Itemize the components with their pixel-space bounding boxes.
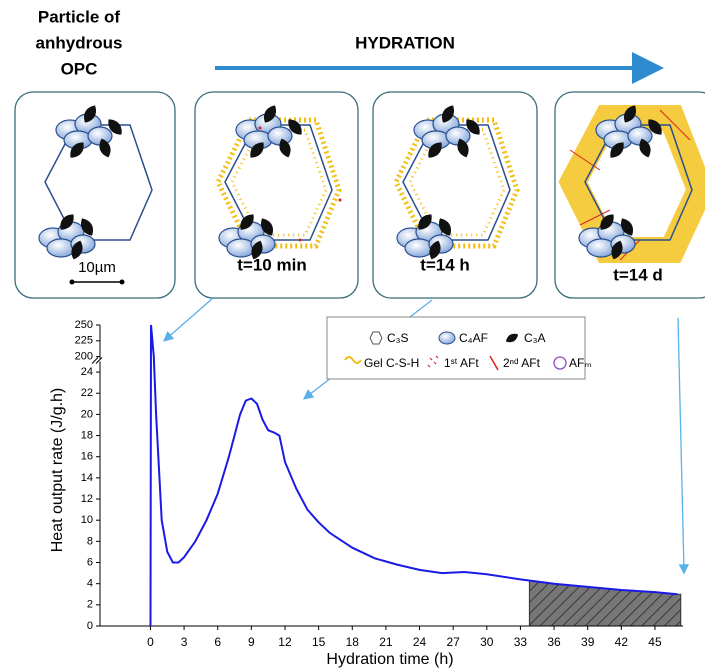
x-tick-label: 18 xyxy=(346,635,360,649)
y-tick-label: 6 xyxy=(87,556,93,568)
x-tick-label: 3 xyxy=(181,635,188,649)
x-tick-label: 9 xyxy=(248,635,255,649)
axis-break xyxy=(91,357,103,364)
process-label: HYDRATION xyxy=(355,33,455,52)
panel: 10µm xyxy=(14,91,176,299)
legend-label: 2ⁿᵈ AFt xyxy=(503,356,541,370)
heat-curve xyxy=(149,324,678,627)
legend-label: 1ˢᵗ AFt xyxy=(444,356,479,370)
x-tick-label: 15 xyxy=(312,635,326,649)
legend: C₃S C₄AF C₃A Gel C-S-H 1ˢᵗ AFt 2ⁿᵈ AFt A… xyxy=(326,316,592,380)
y-tick-label: 24 xyxy=(81,366,93,378)
legend-label: AFₘ xyxy=(569,356,592,370)
panel-label: t=14 h xyxy=(420,255,470,274)
x-tick-label: 21 xyxy=(379,635,393,649)
y-tick-label: 14 xyxy=(81,472,93,484)
pointer-arrow xyxy=(163,297,214,342)
x-tick-label: 27 xyxy=(446,635,460,649)
legend-label: Gel C-S-H xyxy=(364,356,419,370)
panel: t=14 h xyxy=(372,91,538,299)
shaded-range xyxy=(528,580,682,627)
x-tick-label: 24 xyxy=(413,635,427,649)
x-tick-label: 45 xyxy=(648,635,662,649)
y-tick-label: 10 xyxy=(81,514,93,526)
y-tick-label: 2 xyxy=(87,599,93,611)
x-tick-label: 36 xyxy=(547,635,561,649)
legend-label: C₃A xyxy=(524,331,546,345)
x-tick-label: 12 xyxy=(278,635,292,649)
y-tick-label: 250 xyxy=(75,319,93,331)
x-tick-label: 42 xyxy=(615,635,629,649)
y-tick-label: 16 xyxy=(81,451,93,463)
y-axis-label: Heat output rate (J/g.h) xyxy=(49,388,66,553)
x-tick-label: 6 xyxy=(214,635,221,649)
particle-label: anhydrous xyxy=(36,33,123,52)
x-tick-label: 30 xyxy=(480,635,494,649)
x-axis-label: Hydration time (h) xyxy=(326,651,453,668)
y-tick-label: 12 xyxy=(81,493,93,505)
legend-label: C₄AF xyxy=(459,331,488,345)
y-tick-label: 22 xyxy=(81,387,93,399)
x-tick-label: 39 xyxy=(581,635,595,649)
y-tick-label: 4 xyxy=(87,578,93,590)
y-tick-label: 225 xyxy=(75,335,93,347)
x-tick-label: 0 xyxy=(147,635,154,649)
panel-label: t=10 min xyxy=(237,255,306,274)
panel-label: t=14 d xyxy=(613,265,663,284)
y-tick-label: 20 xyxy=(81,408,93,420)
legend-label: C₃S xyxy=(387,331,409,345)
x-tick-label: 33 xyxy=(514,635,528,649)
particle-label: Particle of xyxy=(38,7,121,26)
y-tick-label: 0 xyxy=(87,620,93,632)
y-tick-label: 8 xyxy=(87,535,93,547)
scale-label: 10µm xyxy=(78,259,116,276)
y-tick-label: 18 xyxy=(81,429,93,441)
y-tick-label: 200 xyxy=(75,351,93,363)
panel: t=14 d xyxy=(554,91,705,299)
particle-label: OPC xyxy=(61,59,98,78)
pointer-arrow xyxy=(677,317,690,575)
panel: t=10 min xyxy=(194,91,359,299)
